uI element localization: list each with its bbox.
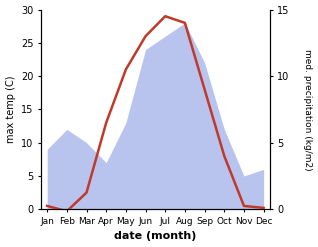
X-axis label: date (month): date (month) xyxy=(114,231,197,242)
Y-axis label: max temp (C): max temp (C) xyxy=(5,76,16,143)
Y-axis label: med. precipitation (kg/m2): med. precipitation (kg/m2) xyxy=(303,49,313,170)
